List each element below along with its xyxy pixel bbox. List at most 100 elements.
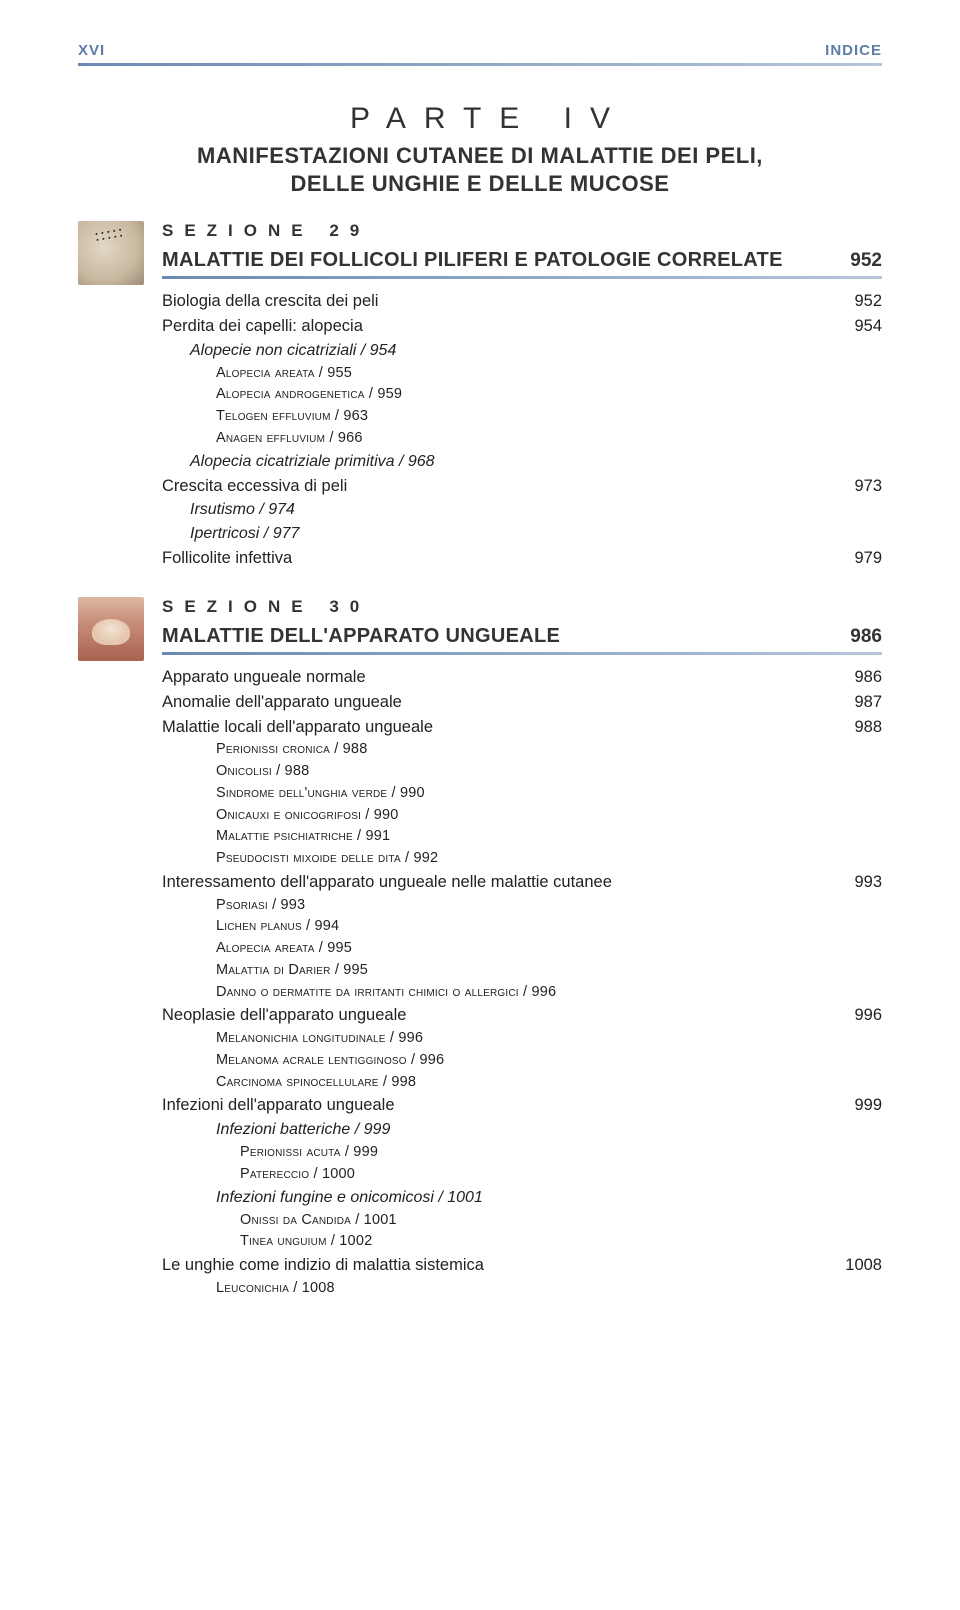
toc-text: Infezioni fungine e onicomicosi / 1001: [162, 1186, 483, 1210]
toc-text: Tinea unguium / 1002: [162, 1231, 372, 1253]
toc-row: Perionissi acuta / 999: [162, 1142, 882, 1164]
toc-text: Malattie locali dell'apparato ungueale: [162, 715, 433, 740]
toc-row: Danno o dermatite da irritanti chimici o…: [162, 982, 882, 1004]
section-30-entries: Apparato ungueale normale 986 Anomalie del…: [162, 665, 882, 1300]
toc-row: Alopecie non cicatriziali / 954: [162, 339, 882, 363]
toc-page: 999: [838, 1093, 882, 1118]
toc-row: Tinea unguium / 1002: [162, 1231, 882, 1253]
toc-text: Perionissi cronica / 988: [162, 739, 367, 761]
section-29-rule: [162, 276, 882, 279]
toc-text: Telogen effluvium / 963: [162, 406, 368, 428]
toc-text: Le unghie come indizio di malattia siste…: [162, 1253, 484, 1278]
toc-text: Alopecie non cicatriziali / 954: [162, 339, 396, 363]
toc-row: Malattie locali dell'apparato ungueale 98…: [162, 715, 882, 740]
toc-row: Onicolisi / 988: [162, 761, 882, 783]
section-30: SEZIONE 30 MALATTIE DELL'APPARATO UNGUEA…: [78, 597, 882, 1300]
running-head-right: INDICE: [825, 42, 882, 59]
toc-text: Anomalie dell'apparato ungueale: [162, 690, 402, 715]
toc-row: Perdita dei capelli: alopecia 954: [162, 314, 882, 339]
toc-page: 986: [838, 665, 882, 690]
toc-row: Ipertricosi / 977: [162, 522, 882, 546]
toc-row: Crescita eccessiva di peli 973: [162, 474, 882, 499]
toc-page: 1008: [829, 1253, 882, 1278]
toc-text: Melanonichia longitudinale / 996: [162, 1028, 423, 1050]
toc-row: Sindrome dell'unghia verde / 990: [162, 783, 882, 805]
toc-page: 952: [838, 289, 882, 314]
toc-row: Apparato ungueale normale 986: [162, 665, 882, 690]
toc-text: Perionissi acuta / 999: [162, 1142, 378, 1164]
toc-row: Telogen effluvium / 963: [162, 406, 882, 428]
toc-row: Patereccio / 1000: [162, 1164, 882, 1186]
toc-page: 988: [838, 715, 882, 740]
toc-text: Malattia di Darier / 995: [162, 960, 368, 982]
toc-row: Alopecia areata / 995: [162, 938, 882, 960]
part-title: MANIFESTAZIONI CUTANEE DI MALATTIE DEI P…: [78, 142, 882, 197]
toc-text: Danno o dermatite da irritanti chimici o…: [162, 982, 556, 1004]
toc-page: 973: [838, 474, 882, 499]
toc-text: Patereccio / 1000: [162, 1164, 355, 1186]
toc-text: Irsutismo / 974: [162, 498, 295, 522]
section-30-title: MALATTIE DELL'APPARATO UNGUEALE: [162, 625, 560, 648]
section-29-title: MALATTIE DEI FOLLICOLI PILIFERI E PATOLO…: [162, 249, 783, 272]
toc-text: Onicauxi e onicogrifosi / 990: [162, 805, 399, 827]
part-title-line2: DELLE UNGHIE E DELLE MUCOSE: [291, 171, 670, 196]
section-30-page: 986: [850, 626, 882, 648]
toc-text: Follicolite infettiva: [162, 546, 292, 571]
toc-text: Infezioni batteriche / 999: [162, 1118, 390, 1142]
toc-text: Neoplasie dell'apparato ungueale: [162, 1003, 406, 1028]
toc-text: Biologia della crescita dei peli: [162, 289, 378, 314]
toc-text: Carcinoma spinocellulare / 998: [162, 1072, 416, 1094]
toc-text: Apparato ungueale normale: [162, 665, 366, 690]
part-title-line1: MANIFESTAZIONI CUTANEE DI MALATTIE DEI P…: [197, 143, 763, 168]
toc-text: Leuconichia / 1008: [162, 1278, 335, 1300]
toc-text: Psoriasi / 993: [162, 895, 305, 917]
toc-text: Alopecia areata / 955: [162, 363, 352, 385]
toc-row: Pseudocisti mixoide delle dita / 992: [162, 848, 882, 870]
toc-text: Lichen planus / 994: [162, 916, 339, 938]
toc-text: Anagen effluvium / 966: [162, 428, 363, 450]
section-29-page: 952: [850, 250, 882, 272]
toc-text: Perdita dei capelli: alopecia: [162, 314, 363, 339]
toc-text: Onicolisi / 988: [162, 761, 309, 783]
section-30-label: SEZIONE 30: [162, 597, 882, 617]
toc-row: Carcinoma spinocellulare / 998: [162, 1072, 882, 1094]
toc-text: Infezioni dell'apparato ungueale: [162, 1093, 395, 1118]
section-30-rule: [162, 652, 882, 655]
running-head: XVI INDICE: [78, 42, 882, 59]
section-29-thumb-icon: [78, 221, 144, 285]
toc-text: Melanoma acrale lentigginoso / 996: [162, 1050, 444, 1072]
toc-text: Crescita eccessiva di peli: [162, 474, 347, 499]
toc-row: Leuconichia / 1008: [162, 1278, 882, 1300]
toc-page: 993: [838, 870, 882, 895]
toc-row: Melanoma acrale lentigginoso / 996: [162, 1050, 882, 1072]
toc-row: Infezioni dell'apparato ungueale 999: [162, 1093, 882, 1118]
toc-text: Onissi da Candida / 1001: [162, 1210, 397, 1232]
toc-row: Onissi da Candida / 1001: [162, 1210, 882, 1232]
toc-row: Melanonichia longitudinale / 996: [162, 1028, 882, 1050]
toc-row: Perionissi cronica / 988: [162, 739, 882, 761]
toc-page: 954: [838, 314, 882, 339]
toc-text: Malattie psichiatriche / 991: [162, 826, 390, 848]
toc-text: Ipertricosi / 977: [162, 522, 299, 546]
toc-text: Alopecia cicatriziale primitiva / 968: [162, 450, 435, 474]
section-29-label: SEZIONE 29: [162, 221, 882, 241]
toc-text: Interessamento dell'apparato ungueale ne…: [162, 870, 612, 895]
section-30-thumb-icon: [78, 597, 144, 661]
toc-row: Malattia di Darier / 995: [162, 960, 882, 982]
toc-row: Onicauxi e onicogrifosi / 990: [162, 805, 882, 827]
toc-row: Lichen planus / 994: [162, 916, 882, 938]
toc-row: Irsutismo / 974: [162, 498, 882, 522]
toc-page: 987: [838, 690, 882, 715]
page: XVI INDICE PARTE IV MANIFESTAZIONI CUTAN…: [0, 0, 960, 1376]
toc-page: 996: [838, 1003, 882, 1028]
toc-page: 979: [838, 546, 882, 571]
toc-row: Infezioni fungine e onicomicosi / 1001: [162, 1186, 882, 1210]
head-rule: [78, 63, 882, 66]
toc-row: Psoriasi / 993: [162, 895, 882, 917]
toc-row: Malattie psichiatriche / 991: [162, 826, 882, 848]
toc-text: Alopecia androgenetica / 959: [162, 384, 402, 406]
toc-row: Follicolite infettiva 979: [162, 546, 882, 571]
toc-row: Interessamento dell'apparato ungueale ne…: [162, 870, 882, 895]
toc-row: Alopecia areata / 955: [162, 363, 882, 385]
toc-row: Neoplasie dell'apparato ungueale 996: [162, 1003, 882, 1028]
